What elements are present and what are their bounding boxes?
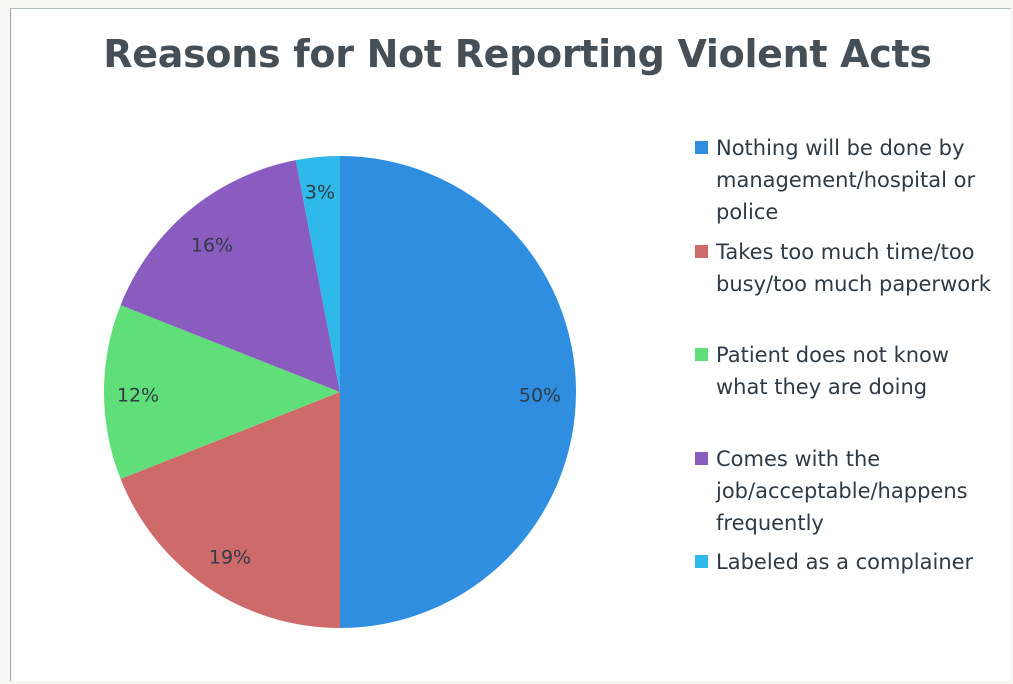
legend-swatch — [695, 141, 708, 154]
slice-value-label: 12% — [117, 385, 159, 407]
legend-label: Patient does not know what they are doin… — [716, 339, 1006, 403]
legend-label: Nothing will be done by management/hospi… — [716, 132, 1006, 228]
legend-swatch — [695, 555, 708, 568]
legend-swatch — [695, 348, 708, 361]
legend-label: Takes too much time/too busy/too much pa… — [716, 236, 1006, 300]
slice-value-label: 19% — [209, 547, 251, 569]
legend-label: Comes with the job/acceptable/happens fr… — [716, 443, 1006, 539]
legend-swatch — [695, 452, 708, 465]
legend-label: Labeled as a complainer — [716, 546, 1006, 578]
slice-value-label: 3% — [305, 182, 335, 204]
legend-swatch — [695, 245, 708, 258]
slice-value-label: 50% — [519, 385, 561, 407]
slice-value-label: 16% — [191, 235, 233, 257]
